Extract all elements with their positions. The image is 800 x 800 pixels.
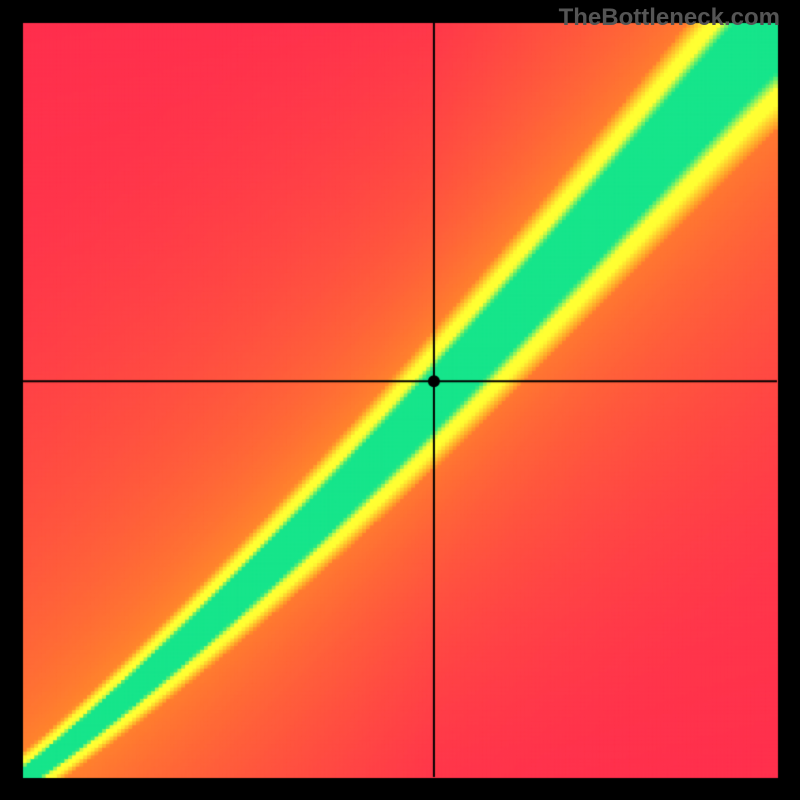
chart-container: TheBottleneck.com (0, 0, 800, 800)
attribution-text: TheBottleneck.com (559, 4, 780, 32)
bottleneck-heatmap (0, 0, 800, 800)
